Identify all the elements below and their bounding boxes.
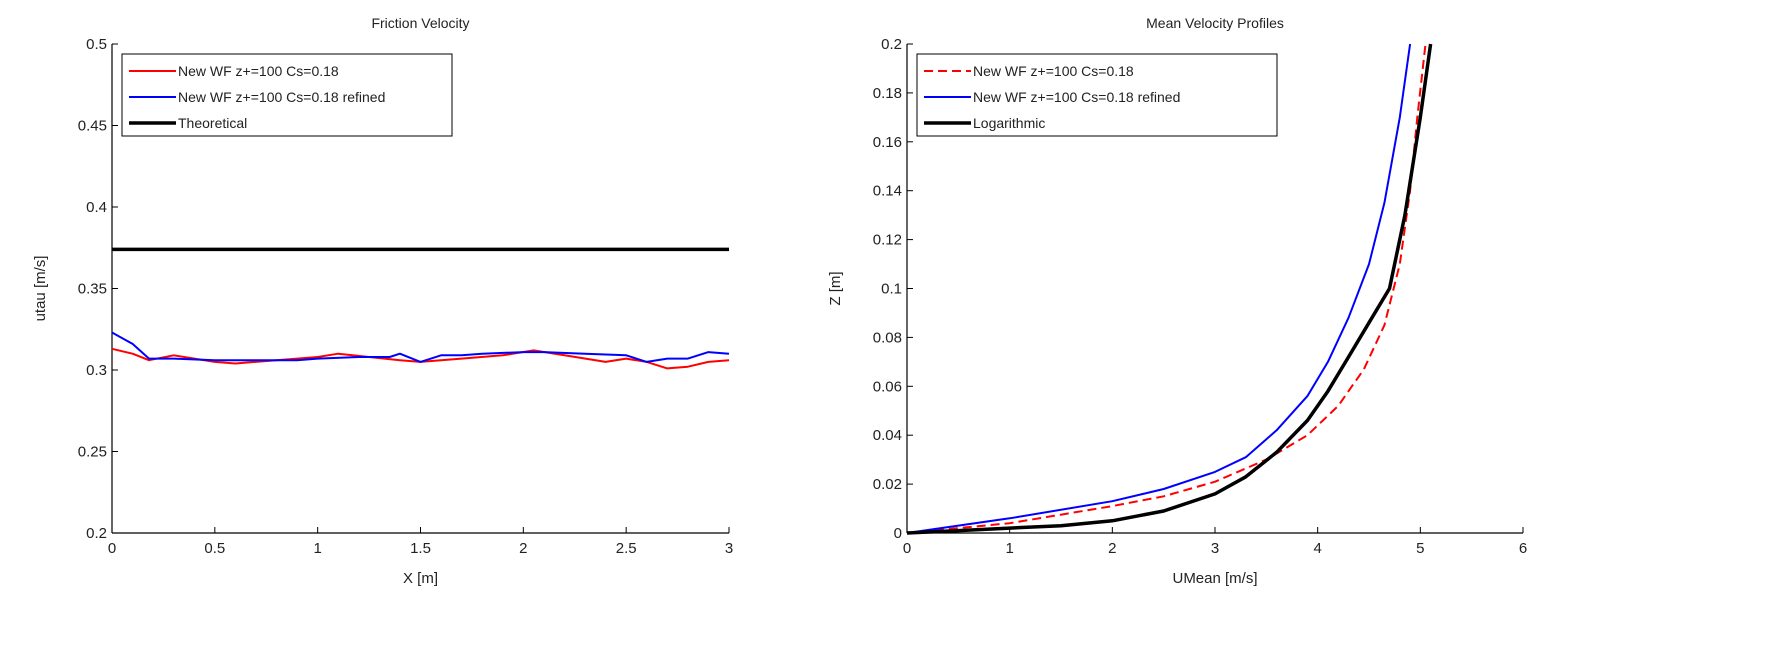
x-tick-label: 3 xyxy=(1211,540,1219,557)
x-tick-label: 2 xyxy=(1108,540,1116,557)
series-line-2 xyxy=(906,43,1412,534)
legend-box xyxy=(121,53,453,137)
legend: New WF z+=100 Cs=0.18 New WF z+=100 Cs=0.… xyxy=(121,53,453,137)
legend-label-3: Theoretical xyxy=(178,115,247,131)
legend-label-3: Logarithmic xyxy=(973,115,1045,131)
y-tick-label: 0.5 xyxy=(86,36,107,53)
x-tick-label: 1.5 xyxy=(410,540,431,557)
y-tick-label: 0.2 xyxy=(881,36,902,53)
y-tick-label: 0.25 xyxy=(78,444,107,461)
y-axis-label: Z [m] xyxy=(827,271,844,305)
y-tick-label: 0.02 xyxy=(873,476,902,493)
legend-label-2: New WF z+=100 Cs=0.18 refined xyxy=(973,89,1180,105)
x-tick-label: 0 xyxy=(903,540,911,557)
y-tick-label: 0.16 xyxy=(873,134,902,151)
series-line-2 xyxy=(111,331,730,363)
x-axis-label: UMean [m/s] xyxy=(1172,570,1257,587)
x-axis-label: X [m] xyxy=(403,570,438,587)
chart-title: Mean Velocity Profiles xyxy=(1146,15,1284,31)
y-tick-label: 0.08 xyxy=(873,329,902,346)
y-tick-label: 0.18 xyxy=(873,85,902,102)
y-tick-label: 0 xyxy=(894,525,902,542)
series-line-1 xyxy=(111,347,730,370)
y-axis-label: utau [m/s] xyxy=(32,256,49,322)
y-tick-label: 0.12 xyxy=(873,232,902,249)
y-tick-label: 0.04 xyxy=(873,427,902,444)
x-tick-label: 0.5 xyxy=(204,540,225,557)
x-tick-label: 2.5 xyxy=(616,540,637,557)
y-tick-label: 0.45 xyxy=(78,118,107,135)
x-tick-label: 4 xyxy=(1313,540,1321,557)
y-tick-label: 0.35 xyxy=(78,281,107,298)
y-tick-label: 0.4 xyxy=(86,199,107,216)
y-tick-label: 0.3 xyxy=(86,362,107,379)
x-tick-label: 5 xyxy=(1416,540,1424,557)
x-tick-label: 0 xyxy=(108,540,116,557)
series-line-3 xyxy=(906,43,1433,535)
x-tick-label: 3 xyxy=(725,540,733,557)
chart-title: Friction Velocity xyxy=(371,15,469,31)
legend: New WF z+=100 Cs=0.18 New WF z+=100 Cs=0.… xyxy=(916,53,1278,137)
y-tick-label: 0.1 xyxy=(881,281,902,298)
y-tick-label: 0.2 xyxy=(86,525,107,542)
x-tick-label: 2 xyxy=(519,540,527,557)
y-tick-label: 0.14 xyxy=(873,183,902,200)
x-tick-label: 1 xyxy=(1005,540,1013,557)
y-tick-label: 0.06 xyxy=(873,378,902,395)
x-tick-label: 1 xyxy=(313,540,321,557)
legend-box xyxy=(916,53,1278,137)
x-tick-label: 6 xyxy=(1519,540,1527,557)
legend-label-1: New WF z+=100 Cs=0.18 xyxy=(178,63,339,79)
subplot-2: Mean Velocity Profiles UMean [m/s] Z [m] 0 1… xyxy=(827,15,1527,587)
legend-label-1: New WF z+=100 Cs=0.18 xyxy=(973,63,1134,79)
subplot-1: Friction Velocity X [m] utau [m/s] 0 0.5 1 1.5… xyxy=(32,15,733,587)
legend-label-2: New WF z+=100 Cs=0.18 refined xyxy=(178,89,385,105)
